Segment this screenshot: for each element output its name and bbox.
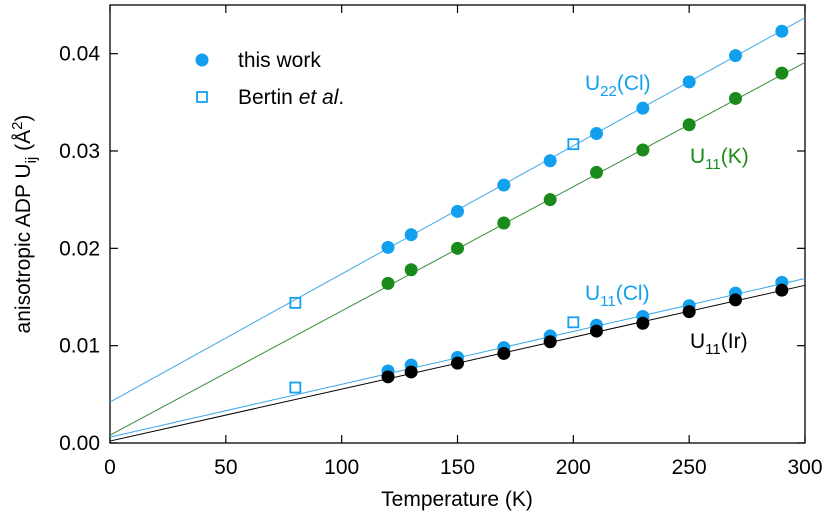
y-label-main: anisotropic ADP U — [12, 163, 35, 333]
data-point — [636, 101, 650, 115]
curve-label-rest: (Cl) — [616, 282, 650, 305]
data-point — [729, 91, 742, 105]
data-point — [381, 370, 395, 384]
data-point — [590, 165, 603, 179]
y-label-sub: ij — [23, 157, 40, 164]
curve-label-main: U — [690, 145, 705, 168]
curve-label: U11(Cl) — [585, 282, 650, 310]
data-point — [404, 365, 418, 379]
curve-label-sub: 11 — [705, 341, 721, 358]
curve-label: U22(Cl) — [585, 72, 651, 100]
y-tick-label: 0.00 — [59, 432, 100, 455]
legend-label: Bertin et al. — [238, 86, 344, 109]
data-point — [404, 228, 418, 242]
plot-frame — [109, 4, 806, 444]
y-axis-label: anisotropic ADP Uij (Å2) — [9, 115, 40, 334]
legend-text: this work — [238, 49, 321, 72]
curve-label-rest: (K) — [721, 145, 749, 168]
curve-label-main: U — [585, 72, 600, 95]
data-point — [775, 24, 789, 38]
legend-marker — [195, 53, 209, 67]
y-tick-label: 0.02 — [59, 237, 100, 260]
data-point — [451, 241, 464, 255]
curve-label-rest: (Ir) — [721, 330, 748, 353]
data-point — [381, 240, 395, 254]
data-point — [404, 263, 418, 277]
data-point — [497, 346, 511, 360]
data-point — [682, 75, 696, 89]
legend-text-italic: et al — [299, 86, 340, 109]
data-point — [543, 154, 557, 168]
data-point — [381, 276, 395, 290]
data-point — [775, 66, 789, 80]
curve-label: U11(Ir) — [690, 330, 748, 358]
legend-text: . — [338, 86, 344, 109]
reference-point — [567, 316, 580, 329]
x-tick-label: 150 — [440, 456, 475, 479]
curve-label: U11(K) — [690, 145, 749, 173]
curve-label-sub: 22 — [600, 83, 617, 100]
y-label-sup: 2 — [9, 122, 26, 130]
curve-label-rest: (Cl) — [617, 72, 651, 95]
data-point — [636, 316, 650, 330]
data-point — [497, 178, 511, 192]
legend-marker — [196, 91, 208, 103]
data-point — [451, 356, 464, 370]
legend-label: this work — [238, 49, 321, 72]
data-point — [590, 324, 603, 338]
curve-label-main: U — [690, 330, 705, 353]
data-point — [636, 143, 650, 157]
y-label-mid: (Å — [12, 130, 35, 157]
x-tick-label: 50 — [214, 456, 237, 479]
data-point — [451, 204, 464, 218]
legend-text: Bertin — [238, 86, 299, 109]
data-point — [775, 283, 789, 297]
reference-point — [289, 381, 302, 394]
curve-label-sub: 11 — [600, 293, 616, 310]
reference-point — [567, 138, 580, 151]
data-point — [729, 293, 742, 307]
data-point — [543, 193, 557, 207]
data-point — [682, 118, 696, 132]
x-tick-label: 250 — [672, 456, 707, 479]
x-tick-label: 100 — [324, 456, 359, 479]
curve-label-sub: 11 — [705, 156, 721, 173]
x-tick-label: 0 — [104, 456, 116, 479]
y-label-end: ) — [12, 115, 35, 122]
y-tick-label: 0.03 — [59, 140, 100, 163]
data-point — [682, 305, 696, 319]
x-tick-label: 200 — [556, 456, 591, 479]
data-point — [590, 126, 603, 140]
x-tick-label: 300 — [787, 456, 822, 479]
x-axis-label: Temperature (K) — [381, 488, 533, 511]
y-tick-label: 0.01 — [59, 335, 100, 358]
data-point — [543, 335, 557, 349]
curve-label-main: U — [585, 282, 600, 305]
y-tick-label: 0.04 — [59, 43, 100, 66]
data-point — [497, 216, 511, 230]
reference-point — [289, 296, 302, 309]
data-point — [729, 49, 742, 63]
